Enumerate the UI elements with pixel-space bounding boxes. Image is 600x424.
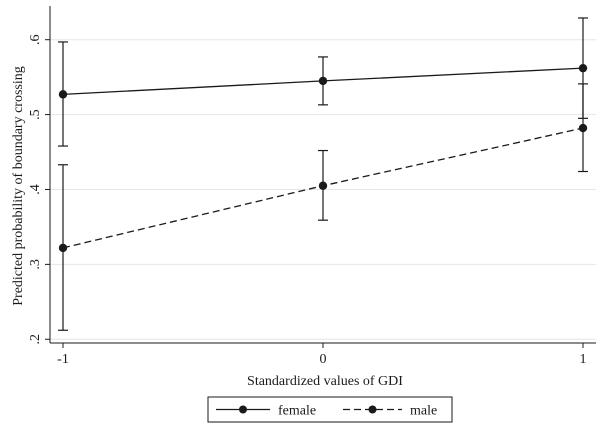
data-point-male <box>318 181 328 190</box>
x-tick-label: 0 <box>320 352 327 367</box>
legend-label-male: male <box>410 404 437 419</box>
y-tick-label: .6 <box>28 34 43 45</box>
legend-marker-female <box>239 405 247 414</box>
error-bars <box>58 17 588 331</box>
data-point-female <box>58 90 68 99</box>
data-point-female <box>318 76 328 86</box>
y-tick-label: .2 <box>28 334 43 345</box>
data-point-male <box>578 123 588 133</box>
y-tick-label: .4 <box>28 184 43 195</box>
data-point-male <box>58 243 68 253</box>
y-axis-title: Predicted probability of boundary crossi… <box>11 66 26 306</box>
data-points <box>58 63 588 253</box>
legend-marker-male <box>368 405 377 414</box>
y-axis-ticks: .2 .3 .4 .5 .6 <box>28 34 50 345</box>
legend: female male <box>207 396 453 423</box>
data-point-female <box>578 63 588 73</box>
y-tick-label: .5 <box>28 109 43 120</box>
x-axis-ticks: -1 0 1 <box>57 343 587 367</box>
legend-label-female: female <box>278 404 316 419</box>
x-tick-label: 1 <box>580 352 587 367</box>
x-axis-title: Standardized values of GDI <box>247 374 403 389</box>
y-tick-label: .3 <box>28 259 43 270</box>
x-tick-label: -1 <box>57 352 69 367</box>
